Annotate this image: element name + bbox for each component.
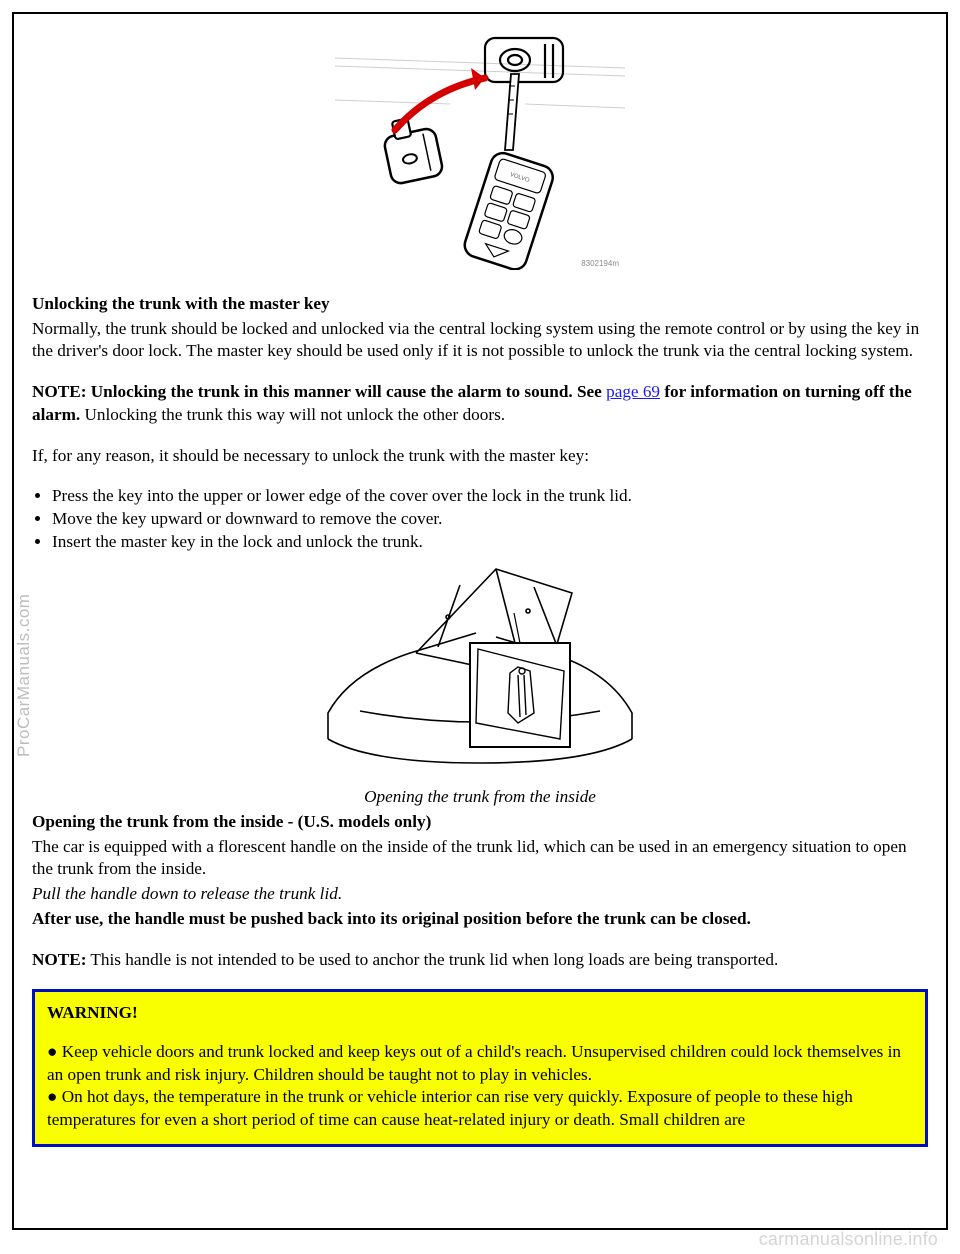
steps-list: Press the key into the upper or lower ed… xyxy=(32,485,928,553)
section2-italic: Pull the handle down to release the trun… xyxy=(32,883,928,906)
watermark-left: ProCarManuals.com xyxy=(14,594,34,757)
section2-heading: Opening the trunk from the inside - (U.S… xyxy=(32,812,431,831)
section1-heading: Unlocking the trunk with the master key xyxy=(32,294,330,313)
bullet-dot: ● xyxy=(47,1087,57,1106)
list-item: Move the key upward or downward to remov… xyxy=(52,508,928,531)
warning-item: Keep vehicle doors and trunk locked and … xyxy=(47,1042,901,1084)
figure-trunk-key: VOLVO 8302194m xyxy=(32,30,928,275)
note1-rest: Unlocking the trunk this way will not un… xyxy=(80,405,505,424)
bullet-dot: ● xyxy=(47,1042,57,1061)
link-page-69[interactable]: page 69 xyxy=(606,382,660,401)
figure-trunk-inside xyxy=(32,563,928,778)
section2-bold: After use, the handle must be pushed bac… xyxy=(32,908,928,931)
warning-title: WARNING! xyxy=(47,1002,913,1025)
warning-box: WARNING! ● Keep vehicle doors and trunk … xyxy=(32,989,928,1147)
section1-body: Normally, the trunk should be locked and… xyxy=(32,318,928,363)
watermark-bottom: carmanualsonline.info xyxy=(759,1229,938,1250)
lead-text: If, for any reason, it should be necessa… xyxy=(32,445,928,468)
figure-top-label: 8302194m xyxy=(581,259,619,268)
section2-body: The car is equipped with a florescent ha… xyxy=(32,836,928,881)
note2-rest: This handle is not intended to be used t… xyxy=(86,950,778,969)
list-item: Press the key into the upper or lower ed… xyxy=(52,485,928,508)
list-item: Insert the master key in the lock and un… xyxy=(52,531,928,554)
figure-mid-caption: Opening the trunk from the inside xyxy=(32,786,928,809)
note1-bold-prefix: NOTE: Unlocking the trunk in this manner… xyxy=(32,382,606,401)
note2-bold: NOTE: xyxy=(32,950,86,969)
warning-item: On hot days, the temperature in the trun… xyxy=(47,1087,853,1129)
